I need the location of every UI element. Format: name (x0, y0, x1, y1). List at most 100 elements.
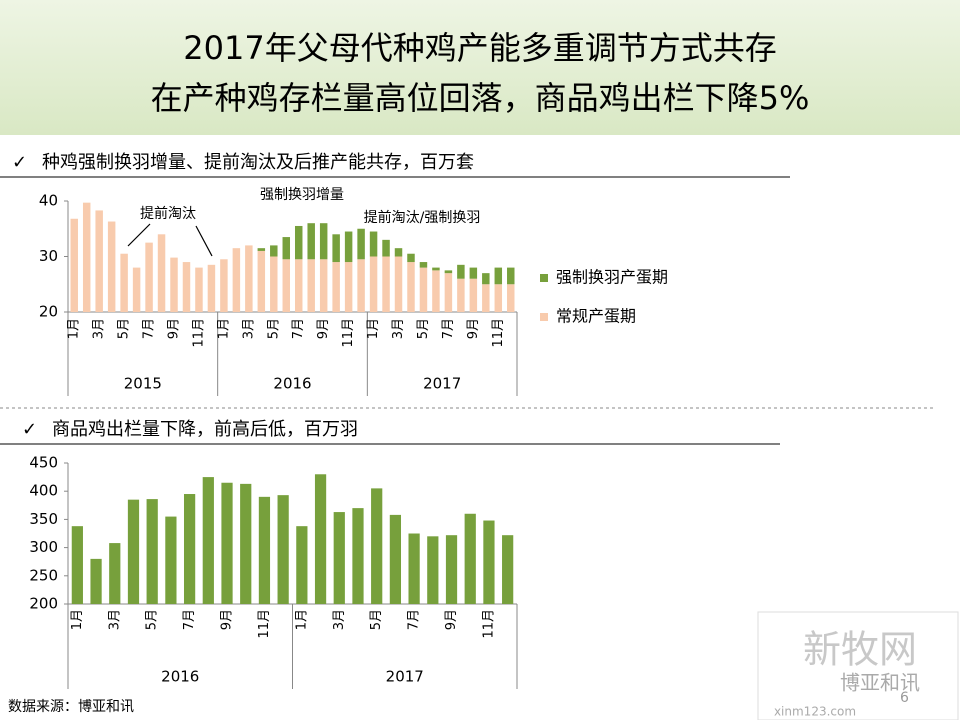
bar (333, 512, 345, 604)
page-number: 6 (900, 690, 909, 706)
bar-segment (332, 262, 340, 312)
x-tick-label: 11月 (491, 318, 506, 348)
x-tick-label: 1月 (70, 609, 85, 630)
check: ✓ (12, 152, 27, 173)
x-tick-label: 11月 (257, 609, 272, 639)
y-tick-label: 300 (29, 538, 58, 556)
watermark-box (757, 611, 959, 720)
year-label: 2017 (423, 375, 461, 393)
bar (445, 535, 458, 604)
x-tick-label: 11月 (341, 318, 356, 348)
bar-segment (319, 223, 328, 260)
x-tick-label: 3月 (391, 318, 406, 339)
bar-segment (182, 262, 191, 312)
bar-segment (232, 248, 241, 312)
subtitle: 种鸡强制换羽增量、提前淘汰及后推产能共存，百万套 (42, 152, 474, 173)
bar-segment (357, 228, 365, 260)
bar (483, 520, 495, 604)
bar (165, 516, 177, 604)
y-tick-label: 400 (29, 482, 58, 500)
bar (258, 496, 271, 604)
x-tick-label: 1月 (366, 318, 381, 339)
x-tick-label: 3月 (241, 318, 256, 339)
arrow (195, 225, 213, 257)
bar-segment (270, 245, 278, 257)
bar-segment (95, 210, 103, 312)
y-tick-label: 250 (29, 566, 58, 584)
y-tick-label: 450 (29, 454, 58, 472)
x-tick-label: 9月 (444, 609, 459, 630)
bar-segment (419, 267, 428, 312)
x-tick-label: 7月 (291, 318, 306, 339)
bar (371, 488, 383, 604)
bar-segment (469, 278, 478, 312)
x-tick-label: 9月 (316, 318, 331, 339)
bar-segment (257, 248, 266, 251)
year-label: 2016 (273, 375, 311, 393)
y-tick-label: 200 (29, 595, 58, 613)
bar-segment (145, 242, 153, 312)
bar (71, 526, 83, 604)
bar (296, 526, 308, 604)
bar-segment (294, 259, 303, 312)
annotation: 提前淘汰/强制换羽 (364, 209, 481, 226)
bar-segment (107, 221, 116, 312)
bar-segment (270, 256, 278, 312)
bar-segment (382, 239, 390, 257)
year-label: 2015 (124, 375, 162, 393)
x-tick-label: 5月 (369, 609, 384, 630)
bar-segment (120, 253, 128, 312)
x-tick-label: 1月 (216, 318, 231, 339)
x-tick-label: 11月 (481, 609, 496, 639)
bar-segment (394, 256, 403, 312)
bar-segment (282, 259, 291, 312)
bar-segment (195, 267, 203, 312)
x-tick-label: 5月 (266, 318, 281, 339)
bar-segment (82, 202, 91, 312)
bar-segment (132, 267, 141, 312)
y-tick-label: 20 (39, 303, 58, 321)
bar-segment (245, 245, 253, 312)
bar-segment (369, 231, 378, 257)
header-band (0, 0, 960, 135)
x-tick-label: 9月 (466, 318, 481, 339)
bar-segment (70, 218, 78, 312)
y-tick-label: 30 (39, 247, 58, 265)
annotation: 强制换羽增量 (260, 186, 344, 203)
bar-segment (444, 273, 453, 312)
bar-segment (257, 250, 266, 312)
bar (277, 495, 289, 604)
year-label: 2016 (161, 668, 199, 686)
bar (202, 477, 214, 604)
watermark: xinm123.com (774, 705, 856, 719)
bar (127, 499, 140, 604)
x-tick-label: 5月 (416, 318, 431, 339)
bar (109, 543, 121, 604)
bar-segment (507, 267, 515, 285)
bar-segment (357, 259, 365, 312)
title: 在产种鸡存栏量高位回落，商品鸡出栏下降5% (151, 79, 810, 117)
bar-segment (170, 257, 178, 312)
bar-segment (507, 284, 515, 312)
bar (183, 494, 196, 604)
bar (90, 558, 102, 604)
bar-segment (282, 237, 291, 260)
legend-label: 强制换羽产蛋期 (556, 268, 668, 287)
bar-segment (457, 264, 465, 279)
x-tick-label: 1月 (294, 609, 309, 630)
x-tick-label: 5月 (117, 318, 132, 339)
bar-segment (344, 262, 353, 312)
legend-swatch (540, 274, 548, 282)
x-tick-label: 1月 (67, 318, 82, 339)
bar (146, 499, 158, 604)
x-tick-label: 3月 (107, 609, 122, 630)
bar-segment (432, 267, 440, 271)
x-tick-label: 7月 (407, 609, 422, 630)
bar (464, 513, 476, 604)
bar-segment (307, 223, 315, 260)
watermark: 博亚和讯 (840, 671, 920, 695)
bar (408, 533, 420, 604)
y-tick-label: 350 (29, 510, 58, 528)
x-tick-label: 7月 (441, 318, 456, 339)
bar-segment (220, 259, 228, 312)
